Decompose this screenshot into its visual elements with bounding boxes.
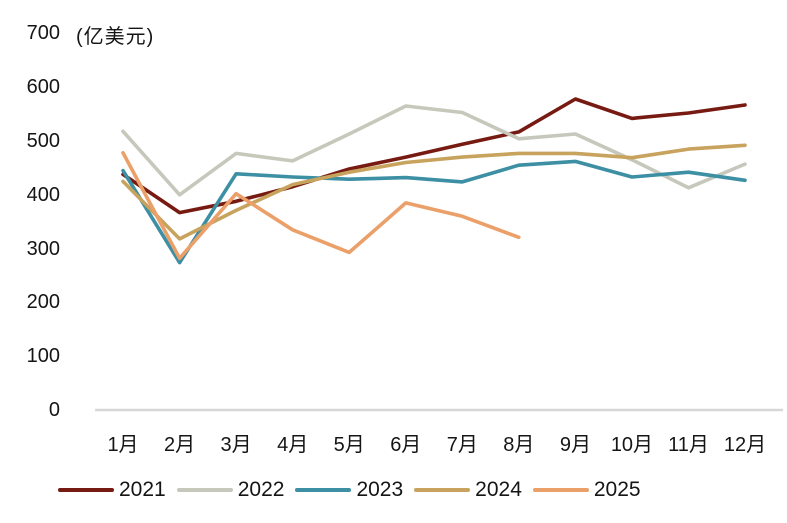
x-tick-label-1: 1月 [107, 434, 139, 456]
legend-swatch-2021 [58, 488, 114, 492]
x-tick-label-4: 4月 [277, 434, 309, 456]
x-tick-label-5: 5月 [333, 434, 365, 456]
y-tick-label-200: 200 [26, 291, 60, 314]
x-tick-label-10: 10月 [610, 434, 654, 456]
y-tick-label-100: 100 [26, 345, 60, 368]
legend-swatch-2025 [532, 488, 589, 492]
legend-item-2023: 2023 [295, 478, 403, 502]
y-tick-label-500: 500 [26, 130, 60, 152]
legend-label-2024: 2024 [475, 478, 522, 501]
legend-item-2022: 2022 [176, 478, 285, 502]
y-axis-unit-label: (亿美元) [76, 26, 155, 48]
legend-label-2021: 2021 [119, 478, 166, 501]
series-line-2025 [121, 151, 521, 261]
y-tick-label-400: 400 [26, 183, 60, 206]
legend-item-2024: 2024 [414, 478, 522, 502]
x-tick-label-12: 12月 [723, 434, 767, 456]
legend-item-2025: 2025 [532, 478, 641, 502]
legend-item-2021: 2021 [58, 478, 166, 502]
x-tick-label-2: 2月 [163, 434, 196, 456]
series-line-2022 [121, 104, 747, 197]
legend-swatch-2022 [176, 488, 233, 492]
x-tick-label-9: 9月 [559, 434, 591, 456]
x-tick-label-11: 11月 [668, 434, 709, 456]
series-line-2023 [121, 159, 747, 265]
chart-legend: 2021 2022 2023 2024 2025 [58, 478, 652, 502]
y-tick-label-600: 600 [26, 76, 60, 99]
y-tick-label-300: 300 [26, 237, 60, 260]
x-tick-label-7: 7月 [446, 434, 478, 456]
x-tick-label-8: 8月 [503, 434, 535, 456]
legend-label-2023: 2023 [356, 478, 404, 501]
y-tick-label-700: 700 [26, 22, 60, 45]
x-tick-label-6: 6月 [390, 434, 422, 456]
series-line-2024 [121, 143, 747, 241]
legend-label-2022: 2022 [237, 478, 285, 501]
legend-swatch-2023 [295, 488, 352, 492]
legend-label-2025: 2025 [593, 478, 641, 501]
legend-swatch-2024 [414, 488, 471, 492]
x-tick-label-3: 3月 [220, 434, 252, 456]
y-tick-label-0: 0 [48, 399, 60, 421]
